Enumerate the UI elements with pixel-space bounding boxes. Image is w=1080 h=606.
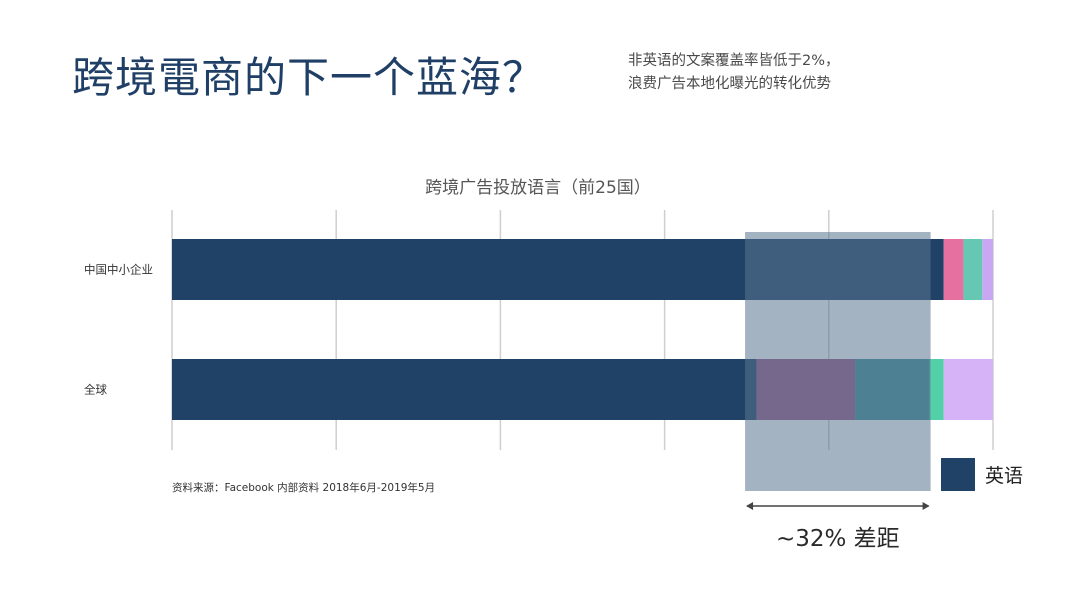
chart-title: 跨境广告投放语言（前25国） bbox=[425, 178, 651, 198]
category-label: 中国中小企业 bbox=[84, 263, 153, 277]
legend: 英语 bbox=[941, 458, 1023, 491]
bar-segment-0-3 bbox=[982, 239, 993, 300]
legend-label: 英语 bbox=[985, 465, 1023, 487]
category-label: 全球 bbox=[84, 383, 107, 397]
slide-title: 跨境電商的下一个蓝海？ bbox=[72, 53, 546, 102]
legend-swatch bbox=[941, 458, 975, 491]
source-note: 资料来源：Facebook 内部资料 2018年6月-2019年5月 bbox=[172, 481, 435, 494]
note-line-1: 非英语的文案覆盖率皆低于2%， bbox=[628, 53, 840, 69]
gap-highlight-box bbox=[745, 232, 931, 491]
bar-segment-1-0 bbox=[172, 359, 757, 420]
gap-arrow-right-head bbox=[922, 502, 930, 510]
gap-highlight bbox=[745, 232, 931, 491]
gap-label: ~32% 差距 bbox=[776, 526, 900, 552]
bar-segment-0-1 bbox=[943, 239, 964, 300]
slide-note: 非英语的文案覆盖率皆低于2%， 浪费广告本地化曝光的转化优势 bbox=[628, 50, 840, 96]
note-line-2: 浪费广告本地化曝光的转化优势 bbox=[628, 76, 831, 92]
gap-annotation: ~32% 差距 bbox=[746, 502, 930, 552]
bar-segment-1-7 bbox=[943, 359, 993, 420]
bar-segment-0-2 bbox=[963, 239, 983, 300]
bar-segment-1-6 bbox=[929, 359, 944, 420]
gap-arrow-left-head bbox=[746, 502, 754, 510]
